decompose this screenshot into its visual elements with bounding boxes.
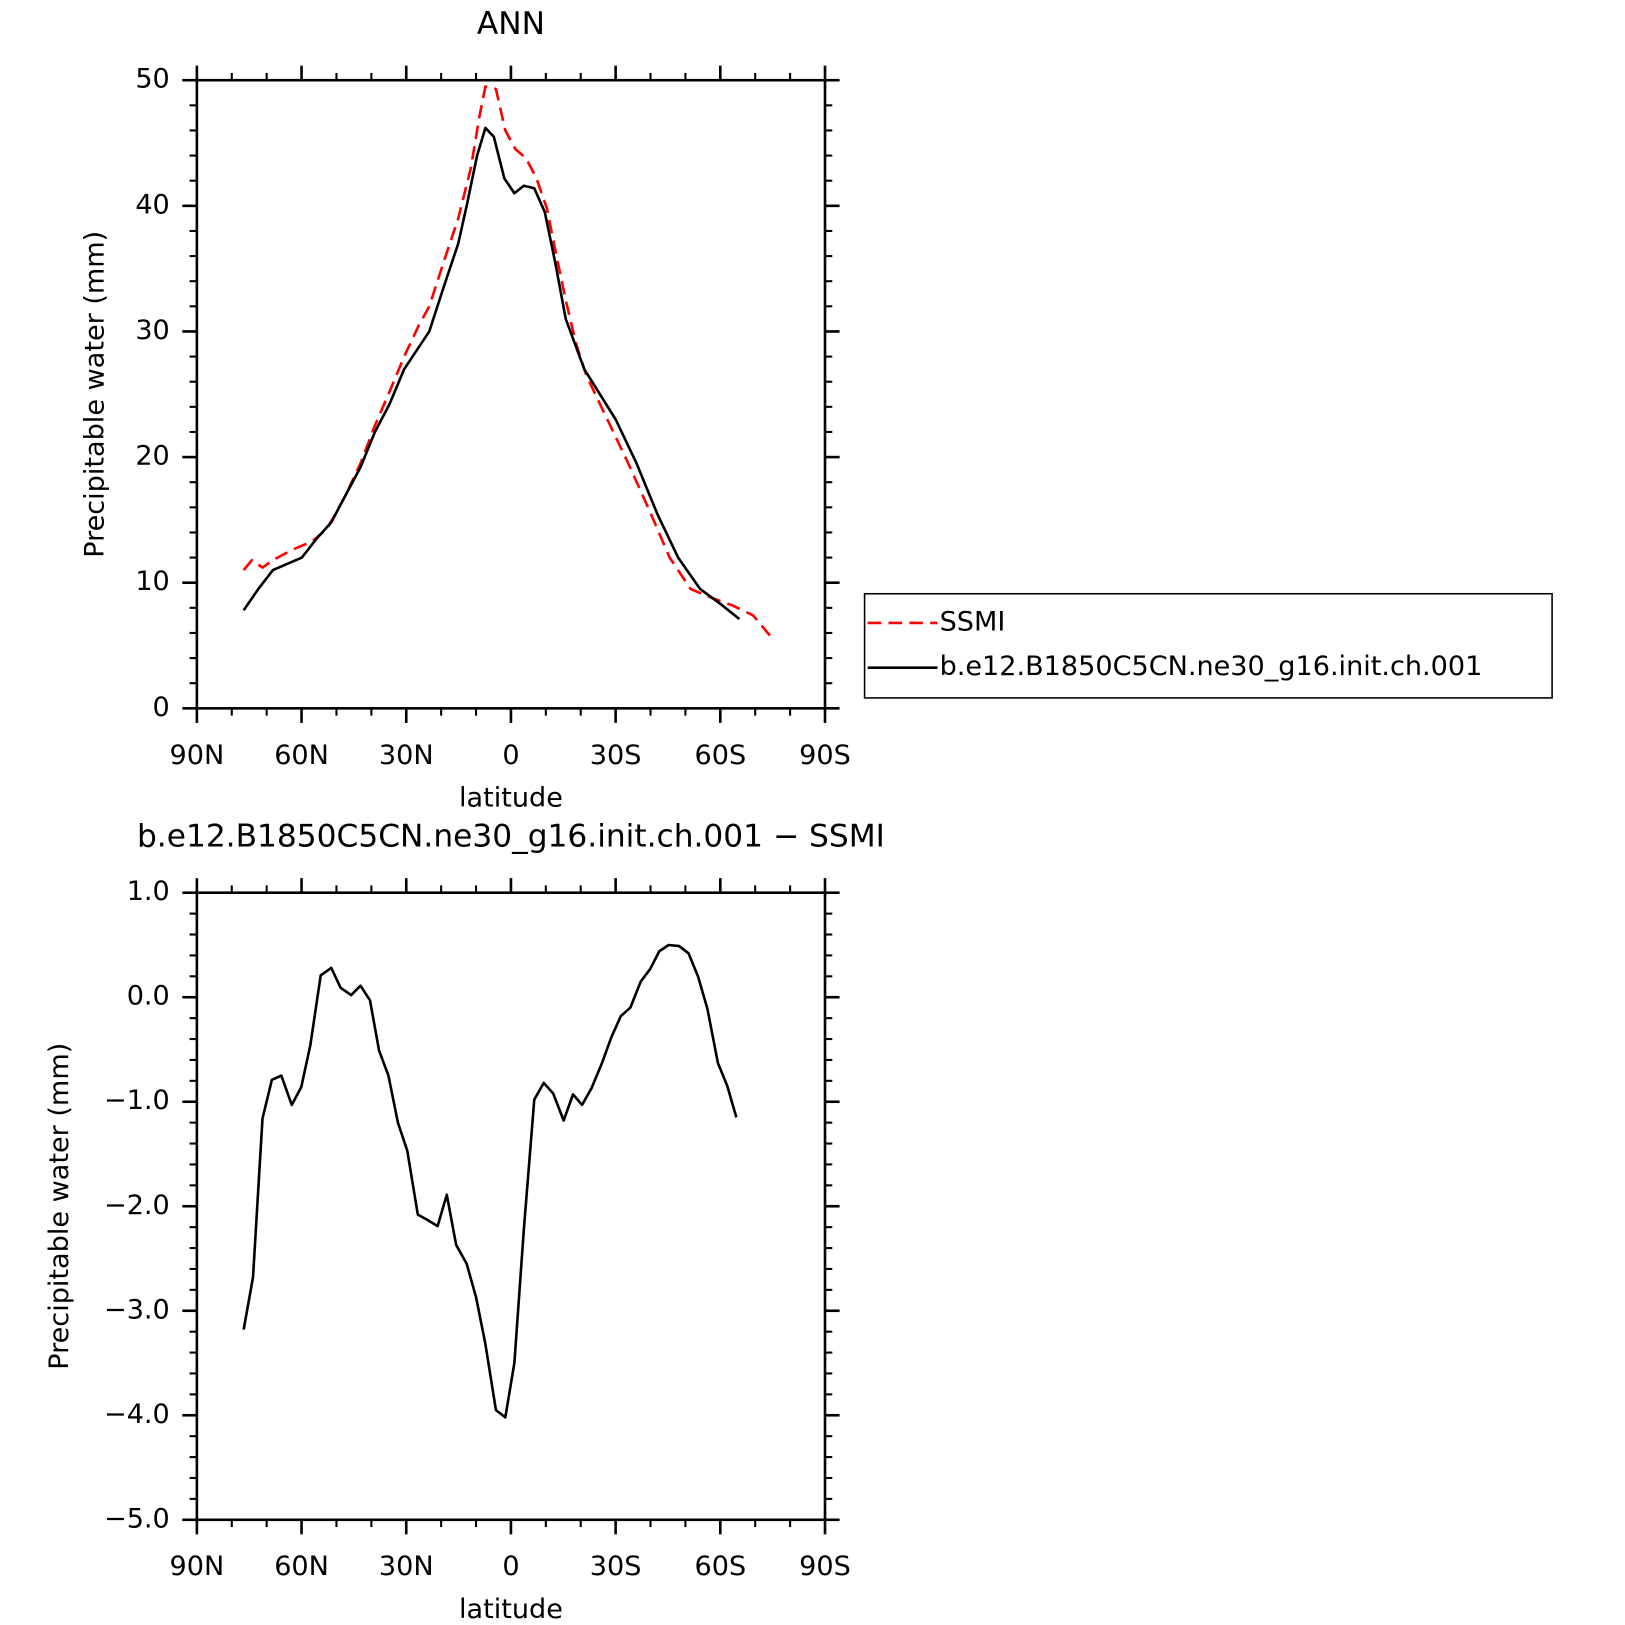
y-tick-label: 30 xyxy=(135,315,169,346)
y-tick-label: 20 xyxy=(135,441,169,472)
x-tick-label: 30S xyxy=(590,1551,642,1582)
plot-frame xyxy=(195,891,827,1522)
x-axis-label: latitude xyxy=(459,782,563,813)
y-tick-label: 40 xyxy=(135,189,169,220)
y-tick-label: −4.0 xyxy=(104,1399,170,1430)
plot-frame xyxy=(195,78,827,710)
data-line xyxy=(242,85,771,637)
y-axis-label: Precipitable water (mm) xyxy=(44,1043,75,1370)
legend-box xyxy=(863,592,1553,699)
x-tick-label: 0 xyxy=(502,1551,519,1582)
y-tick-label: 0 xyxy=(153,692,170,723)
x-tick-label: 90N xyxy=(170,1551,225,1582)
x-tick-label: 60N xyxy=(274,1551,329,1582)
chart-title: ANN xyxy=(477,6,545,42)
data-line xyxy=(242,943,738,1419)
x-tick-label: 30N xyxy=(379,740,434,771)
y-tick-label: 1.0 xyxy=(127,876,170,907)
x-axis-label: latitude xyxy=(459,1594,563,1625)
x-tick-label: 0 xyxy=(502,740,519,771)
y-tick-label: −2.0 xyxy=(104,1190,170,1221)
y-axis-label: Precipitable water (mm) xyxy=(79,231,110,558)
x-tick-label: 60S xyxy=(694,740,746,771)
y-tick-label: 10 xyxy=(135,566,169,597)
y-tick-label: −5.0 xyxy=(104,1503,170,1534)
legend-label: SSMI xyxy=(940,606,1006,637)
x-tick-label: 60N xyxy=(274,740,329,771)
x-tick-label: 30N xyxy=(379,1551,434,1582)
x-tick-label: 90N xyxy=(170,740,225,771)
x-tick-label: 60S xyxy=(694,1551,746,1582)
x-tick-label: 30S xyxy=(590,740,642,771)
x-tick-label: 90S xyxy=(799,740,851,771)
y-tick-label: −1.0 xyxy=(104,1085,170,1116)
legend-label: b.e12.B1850C5CN.ne30_g16.init.ch.001 xyxy=(940,651,1483,682)
y-tick-label: −3.0 xyxy=(104,1294,170,1325)
data-line xyxy=(242,126,741,621)
y-tick-label: 50 xyxy=(135,64,169,95)
chart-title: b.e12.B1850C5CN.ne30_g16.init.ch.001 − S… xyxy=(137,818,885,854)
x-tick-label: 90S xyxy=(799,1551,851,1582)
y-tick-label: 0.0 xyxy=(127,981,170,1012)
